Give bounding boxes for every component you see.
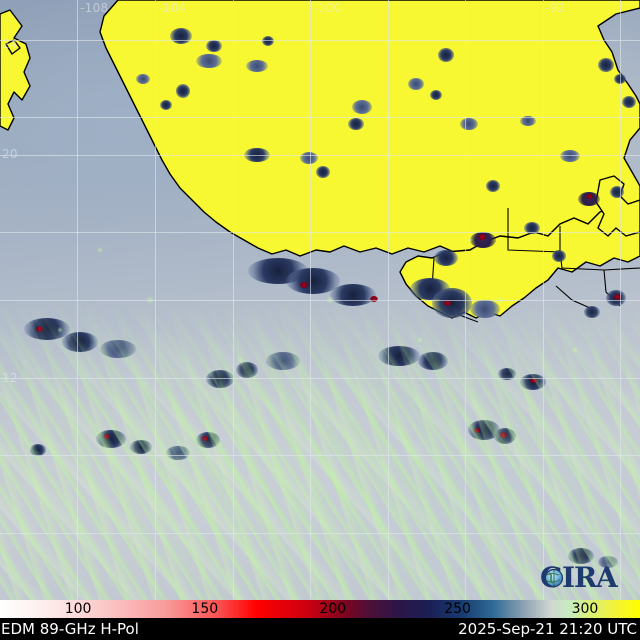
svg-text:A: A — [595, 561, 619, 594]
colorbar-tick: 150 — [191, 601, 219, 617]
colorbar-gradient — [0, 600, 640, 618]
colorbar-tick: 200 — [319, 601, 347, 617]
footer-bar: EDM 89-GHz H-Pol 2025-Sep-21 21:20 UTC — [0, 618, 640, 640]
colorbar-tick: 100 — [64, 601, 92, 617]
warm-cloud-speckle — [0, 0, 640, 600]
colorbar-tick: 300 — [571, 601, 599, 617]
satellite-image-panel[interactable]: -108 -104 -100 -92 24 20 12 C I — [0, 0, 640, 600]
svg-text:I: I — [562, 561, 575, 594]
svg-text:R: R — [574, 561, 598, 594]
colorbar-tick: 250 — [444, 601, 471, 617]
colorbar: 100 150 200 250 300 — [0, 600, 640, 618]
product-label: EDM 89-GHz H-Pol — [1, 620, 139, 638]
timestamp-label: 2025-Sep-21 21:20 UTC — [458, 620, 637, 638]
cira-logo: C I R A — [540, 560, 632, 594]
